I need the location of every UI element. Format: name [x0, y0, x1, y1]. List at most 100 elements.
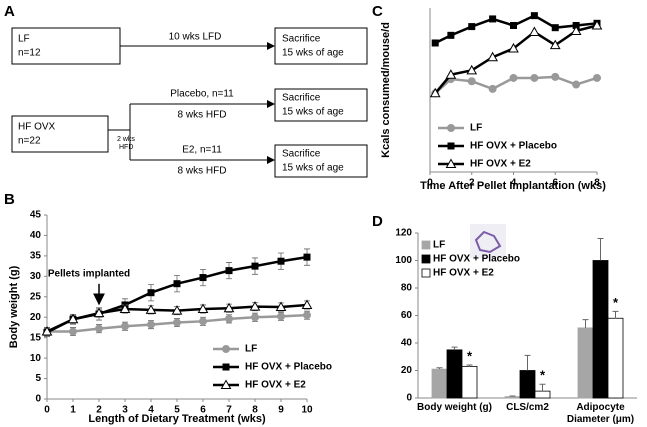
legend-marker: [445, 158, 457, 168]
pre-label: HFD: [119, 144, 133, 151]
marker: [95, 324, 103, 333]
marker: [466, 64, 478, 75]
arrow-label: E2, n=11: [182, 145, 222, 156]
panel-label: A: [4, 3, 15, 20]
marker: [591, 19, 603, 30]
y-tick-label: 40: [401, 338, 413, 349]
legend-label: LF: [245, 344, 257, 355]
bar: [446, 349, 463, 399]
y-tick-label: 30: [30, 271, 42, 282]
x-tick-label: 8: [594, 178, 600, 189]
x-tick-label: Body weight (g): [417, 402, 492, 413]
endpoint-box: [274, 27, 368, 65]
legend-marker: [447, 142, 455, 150]
marker: [487, 51, 498, 62]
legend-marker: [220, 379, 232, 389]
y-tick-label: 60: [401, 310, 413, 321]
marker: [549, 39, 561, 50]
hf-box: [11, 115, 109, 153]
marker: [171, 305, 183, 315]
marker: [572, 80, 581, 89]
x-tick-label: 10: [301, 405, 313, 416]
x-tick-label: 0: [44, 405, 50, 416]
endpoint-title: Sacrifice: [282, 34, 321, 45]
y-tick-label: 0: [35, 394, 41, 405]
marker: [508, 42, 519, 53]
legend-label: HF OVX + E2: [470, 159, 531, 170]
group-n: n=12: [18, 48, 41, 59]
arrow-label: 8 wks HFD: [178, 110, 227, 121]
y-axis-label: Kcals consumed/mouse/d: [380, 22, 392, 158]
marker: [467, 77, 476, 86]
pre-label: 2 wks: [117, 136, 135, 143]
bar: [431, 368, 448, 399]
x-axis-label: Length of Dietary Treatment (wks): [88, 413, 266, 425]
marker: [301, 299, 313, 309]
group-name: LF: [18, 34, 30, 45]
marker: [225, 314, 233, 323]
legend-label: HF OVX + E2: [245, 380, 306, 391]
inset-cell: [474, 230, 502, 254]
x-tick-label: 2: [96, 405, 102, 416]
endpoint-age: 15 wks of age: [282, 163, 344, 174]
marker: [303, 311, 311, 320]
marker: [145, 304, 157, 314]
arrow-label: 8 wks HFD: [178, 166, 227, 177]
marker: [199, 274, 207, 282]
marker: [199, 317, 207, 326]
y-tick-label: 15: [30, 332, 42, 343]
panel-label: B: [4, 191, 15, 208]
legend-label: HF OVX + E2: [433, 268, 494, 279]
marker: [509, 73, 518, 82]
panel-label: D: [372, 213, 383, 230]
x-tick-label: CLS/cm2: [506, 402, 549, 413]
marker: [303, 253, 311, 261]
y-tick-label: 25: [30, 291, 42, 302]
legend-marker: [447, 124, 455, 132]
legend-label: LF: [433, 240, 445, 251]
marker: [429, 87, 441, 98]
marker: [249, 301, 261, 311]
endpoint-age: 15 wks of age: [282, 107, 344, 118]
error-bar: [509, 395, 516, 397]
marker: [468, 23, 476, 31]
marker: [119, 303, 131, 314]
error-bar: [612, 310, 619, 319]
y-tick-label: 5: [35, 373, 41, 384]
x-tick-label: 8: [252, 405, 258, 416]
annotation: Pellets implanted: [48, 268, 130, 279]
marker: [431, 39, 439, 47]
y-tick-label: 20: [30, 312, 42, 323]
lf-box: [11, 27, 121, 65]
arrow-label: 10 wks LFD: [169, 32, 222, 43]
marker: [121, 322, 129, 331]
x-tick-label-box: Body weight (g): [417, 402, 492, 413]
marker: [489, 15, 497, 23]
marker: [530, 73, 539, 82]
x-tick-label: 9: [278, 405, 284, 416]
marker: [251, 262, 259, 270]
x-tick-label: 7: [226, 405, 232, 416]
y-tick-label: 35: [30, 251, 42, 262]
x-tick-label: 3: [122, 405, 128, 416]
group-name: HF OVX: [18, 122, 56, 133]
legend-label: HF OVX + Placebo: [470, 141, 557, 152]
marker: [147, 320, 155, 329]
annotation: *: [613, 295, 619, 310]
marker: [447, 31, 455, 39]
x-tick-label-box: CLS/cm2: [506, 402, 549, 413]
marker: [41, 326, 53, 336]
error-bar: [436, 367, 443, 370]
group-n: n=22: [18, 136, 41, 147]
marker: [277, 257, 285, 265]
legend-label: LF: [470, 123, 482, 134]
error-bar: [524, 354, 531, 371]
bar: [534, 390, 551, 399]
x-tick-label: 1: [70, 405, 76, 416]
marker: [277, 312, 285, 321]
x-tick-label: 2: [469, 178, 475, 189]
legend-swatch: [421, 240, 431, 250]
x-tick-label: 4: [148, 405, 154, 416]
bar: [592, 260, 609, 399]
x-tick-label: 5: [174, 405, 180, 416]
